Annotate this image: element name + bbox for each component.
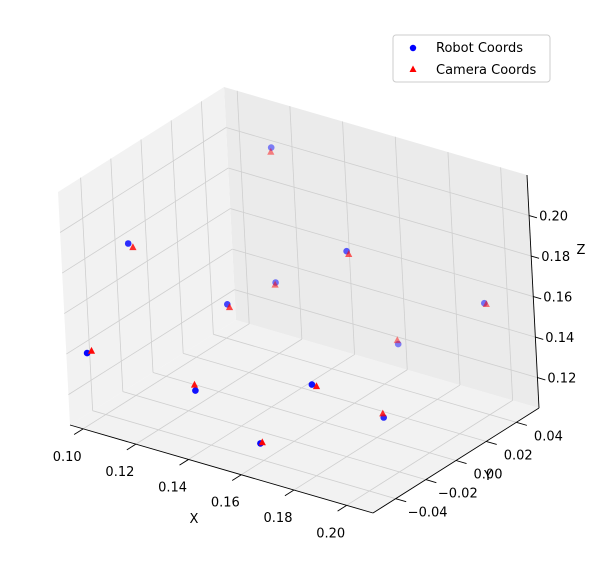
x-tick-mark-1 xyxy=(126,443,137,451)
data-points xyxy=(83,144,490,447)
x-tick-mark-3 xyxy=(231,474,242,481)
z-tick-label-3: 0.18 xyxy=(541,250,570,265)
z-tick-label-1: 0.14 xyxy=(545,331,574,346)
x-tick-mark-5 xyxy=(337,504,347,512)
x-axis-line xyxy=(69,424,374,514)
y-tick-mark-4 xyxy=(516,421,528,426)
grid-y-floor-0 xyxy=(92,410,396,500)
x-tick-label-3: 0.16 xyxy=(211,496,240,511)
grid-x-back-3 xyxy=(394,136,408,370)
y-tick-mark-2 xyxy=(455,460,467,464)
camera-point-4 xyxy=(271,280,279,288)
axis-panes xyxy=(58,87,539,513)
x-tick-label-4: 0.18 xyxy=(264,511,293,526)
camera-point-6 xyxy=(345,250,353,257)
camera-point-3 xyxy=(225,303,234,311)
y-tick-label-2: 0.00 xyxy=(474,468,503,483)
z-tick-mark-0 xyxy=(537,377,546,381)
axis-titles: X Y Z xyxy=(190,243,586,527)
grid-y-left-2 xyxy=(140,139,154,373)
grid-x-back-5 xyxy=(500,167,514,401)
robot-point-8 xyxy=(394,340,402,348)
x-tick-label-1: 0.12 xyxy=(105,465,134,480)
x-tick-mark-4 xyxy=(284,489,295,497)
camera-point-8 xyxy=(393,336,401,344)
grid-z-back-0 xyxy=(234,289,538,378)
grid-z-left-2 xyxy=(64,208,231,314)
legend-label-robot: Robot Coords xyxy=(436,41,523,56)
grid-y-floor-2 xyxy=(152,372,457,461)
camera-point-10 xyxy=(379,409,387,417)
series-1 xyxy=(87,147,490,446)
grid-z-left-1 xyxy=(66,248,233,355)
y-tick-label-1: −0.02 xyxy=(438,487,478,502)
legend: Robot Coords Camera Coords xyxy=(392,34,551,83)
robot-point-1 xyxy=(267,144,275,151)
x-tick-mark-2 xyxy=(179,459,189,466)
z-axis-title: Z xyxy=(577,243,586,258)
y-tick-mark-0 xyxy=(395,498,407,503)
tick-labels: 0.100.120.140.160.180.20−0.04−0.020.000.… xyxy=(53,210,577,542)
camera-point-2 xyxy=(87,346,96,354)
grid-y-left-1 xyxy=(110,158,124,392)
z-axis-line xyxy=(526,174,540,409)
grid-z-back-2 xyxy=(230,208,534,297)
y-tick-mark-3 xyxy=(486,440,497,445)
camera-point-1 xyxy=(267,147,275,155)
legend-box xyxy=(392,34,551,83)
grid-z-left-4 xyxy=(59,127,227,233)
z-tick-mark-1 xyxy=(535,336,544,340)
y-tick-mark-1 xyxy=(425,479,437,484)
grid-lines xyxy=(59,90,538,506)
x-tick-label-0: 0.10 xyxy=(53,450,82,465)
legend-marker-camera xyxy=(409,65,417,72)
grid-y-floor-1 xyxy=(122,391,426,480)
camera-point-5 xyxy=(190,380,199,388)
robot-point-9 xyxy=(308,381,316,388)
x-axis-title: X xyxy=(190,512,199,527)
x-tick-mark-0 xyxy=(73,428,84,435)
grid-y-left-0 xyxy=(80,177,94,411)
robot-point-2 xyxy=(83,349,91,357)
z-tick-label-0: 0.12 xyxy=(547,372,576,387)
legend-marker-robot xyxy=(409,44,417,52)
grid-y-left-3 xyxy=(170,120,184,354)
camera-point-0 xyxy=(129,243,137,251)
grid-x-back-4 xyxy=(447,152,461,386)
grid-y-floor-3 xyxy=(183,353,487,442)
x-tick-label-2: 0.14 xyxy=(158,480,187,495)
camera-point-7 xyxy=(258,438,266,446)
grid-z-back-4 xyxy=(225,127,530,216)
grid-x-back-2 xyxy=(342,121,355,355)
grid-z-back-3 xyxy=(228,167,532,257)
x-tick-label-5: 0.20 xyxy=(316,526,345,541)
y-tick-label-3: 0.02 xyxy=(504,448,533,463)
y-tick-label-0: −0.04 xyxy=(408,506,448,521)
y-tick-label-4: 0.04 xyxy=(534,429,563,444)
robot-point-0 xyxy=(124,240,132,247)
back-pane xyxy=(224,87,539,408)
z-tick-label-2: 0.16 xyxy=(543,291,572,306)
y-axis-title: Y xyxy=(483,469,492,484)
grid-z-left-3 xyxy=(61,167,229,274)
legend-label-camera: Camera Coords xyxy=(436,63,537,78)
grid-x-back-1 xyxy=(289,106,303,340)
z-tick-label-4: 0.20 xyxy=(539,210,568,225)
z-tick-mark-3 xyxy=(531,255,540,259)
z-tick-mark-4 xyxy=(528,215,538,219)
camera-point-9 xyxy=(312,382,321,390)
camera-point-11 xyxy=(482,300,490,307)
z-tick-mark-2 xyxy=(533,296,542,300)
grid-z-left-0 xyxy=(68,289,235,395)
grid-x-back-0 xyxy=(236,90,250,324)
robot-point-5 xyxy=(192,387,199,394)
grid-y-left-4 xyxy=(200,101,214,335)
grid-y-floor-4 xyxy=(213,333,517,423)
grid-z-back-1 xyxy=(232,248,536,338)
